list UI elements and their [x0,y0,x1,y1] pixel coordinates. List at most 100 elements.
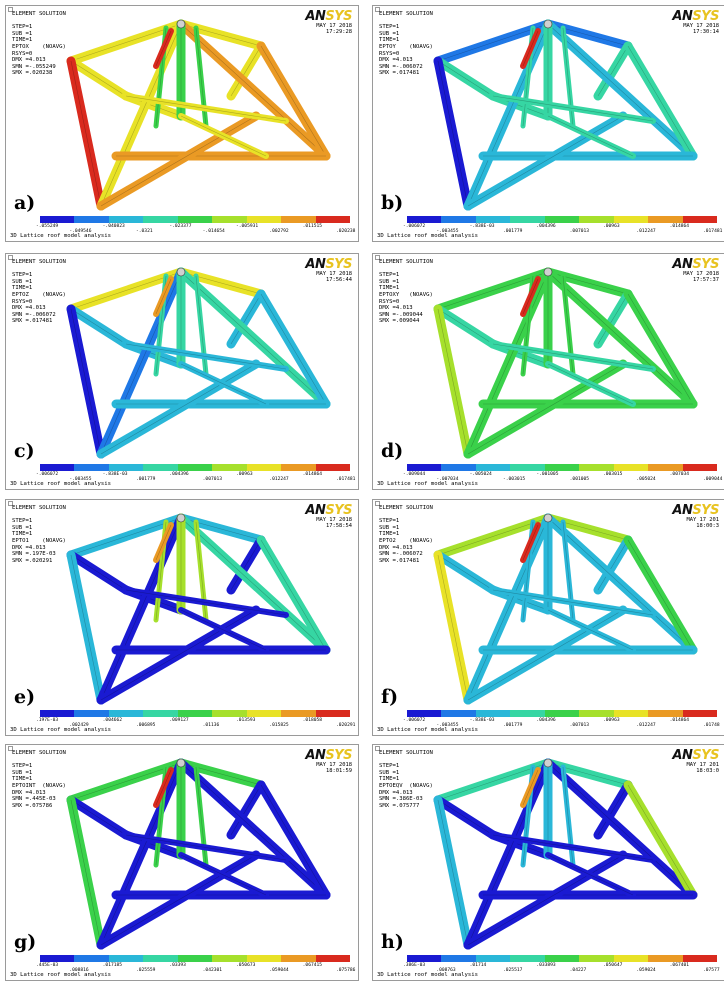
legend-tick-label: .012247 [636,723,656,728]
info-line: SMN =.197E-03 [12,551,56,558]
legend-tick-label: -.023377 [169,224,192,229]
member-hotspot-edge [522,30,539,67]
info-line: RSYS=0 [379,50,400,57]
legend-swatch [682,216,717,223]
legend-tick-label: .00963 [603,718,620,723]
info-line: SMX =.075777 [379,802,420,809]
legend-swatch [212,955,247,962]
legend-tick-label: .012247 [636,229,656,234]
info-line: SMX =.017481 [12,318,53,325]
legend-swatch [407,216,442,223]
info-line [379,18,433,25]
legend-swatch [281,216,316,223]
info-line: EPTOZ (NOAVG) [12,291,66,298]
legend-swatch [315,710,350,717]
legend-swatch [74,464,109,471]
member-arm-left [433,267,553,314]
legend-swatch [40,216,75,223]
panel-caption: 3D Lattice roof model analysis [10,233,112,239]
timestamp-line: 17:57:37 [693,277,719,284]
member-arm-right-brace [226,780,266,840]
member-cross-b-edge [467,854,624,946]
legend-swatch [246,216,282,223]
member-hotspot [153,767,174,808]
member-arm-right-brace-edge [230,293,262,345]
window-marker [8,255,13,260]
lattice-model [66,758,331,950]
legend-ticks: -.006072 -.003455 -.838E-03 .001779 .004396.… [403,224,724,236]
info-line: ELEMENT SOLUTION [379,259,433,265]
timestamp-line: MAY 17 2018 [683,23,719,29]
legend-swatch [475,216,511,223]
legend-tick-label: .003015 [603,472,623,477]
member-arm-left-brace [66,56,131,101]
timestamp-line: MAY 17 201 [686,517,719,523]
timestamp: MAY 17 2018 17:56:44 [316,271,352,284]
member-arm-left-brace-edge [437,554,494,591]
legend-tick-label: .014864 [669,718,690,723]
legend-swatch [682,464,717,471]
legend-swatch [212,464,247,471]
member-cross-b-edge [100,854,257,946]
member-arm-left-edge [70,762,182,801]
member-hotspot-edge [155,278,172,315]
member-leg-right [543,19,698,161]
member-arm-right-brace-edge [230,45,262,97]
legend-tick-label: .007013 [569,723,590,728]
ansys-logo: ANSYS [305,257,352,272]
info-line [12,18,66,25]
member-leg-front-right-edge [260,784,327,896]
legend-tick-label: .017481 [703,229,723,234]
panel-caption: 3D Lattice roof model analysis [377,727,479,733]
ansys-logo: ANSYS [672,748,719,763]
member-arm-left-edge [70,23,182,62]
legend-tick-label: .002792 [269,229,289,234]
member-brace-c-edge [492,343,654,370]
member-hotspot [153,276,174,317]
legend-swatch [510,216,545,223]
legend-swatch [246,464,282,471]
info-line: SMN =.445E-03 [12,796,56,803]
member-leg-left-edge [100,762,182,946]
info-line: ELEMENT SOLUTION [12,259,66,265]
legend-ticks: -.006072 -.003455 -.838E-03 .001779 .004396.… [36,472,358,484]
member-leg-left-edge [467,762,549,946]
member-cross-b-edge [467,115,624,207]
member-arm-left [66,19,186,66]
info-line: SMN =-.009044 [379,311,423,318]
legend-tick-label: .011515 [302,224,323,229]
member-hotspot [520,767,541,808]
timestamp-line: MAY 17 2018 [683,271,719,277]
member-hotspot-edge [522,278,539,315]
legend-swatch [143,710,178,717]
legend-swatch [40,955,75,962]
color-legend-bar [407,710,717,717]
info-line: EPTOINT (NOAVG) [12,782,66,789]
member-leg-front-left [433,550,473,705]
member-hotspot-edge [155,769,172,806]
legend-tick-label: .007034 [669,472,690,477]
member-brace-c-edge [125,343,287,370]
legend-swatch [613,710,649,717]
info-line: EPTOY (NOAVG) [379,43,433,50]
member-hotspot-edge [155,30,172,67]
legend-tick-label: .075786 [336,968,356,973]
info-line: EPTO1 (NOAVG) [12,537,66,544]
member-arm-left [66,758,186,805]
timestamp-line: 18:01:59 [326,768,352,775]
member-arm-right-brace [226,41,266,101]
member-brace-c [123,832,289,863]
logo-sys: SYS [325,748,352,763]
info-line: STEP=1 [12,272,33,279]
info-line: SUB =1 [379,278,400,285]
apex-node [176,267,186,277]
legend-swatch [613,955,649,962]
legend-tick-label: .012247 [269,477,289,482]
legend-swatch [108,955,144,962]
member-brace-d [545,113,636,159]
info-line: DMX =4.013 [379,544,413,551]
panel-caption: 3D Lattice roof model analysis [377,233,479,239]
ansys-logo: ANSYS [305,748,352,763]
lattice-model [433,758,698,950]
legend-tick-label: .050647 [603,963,623,968]
